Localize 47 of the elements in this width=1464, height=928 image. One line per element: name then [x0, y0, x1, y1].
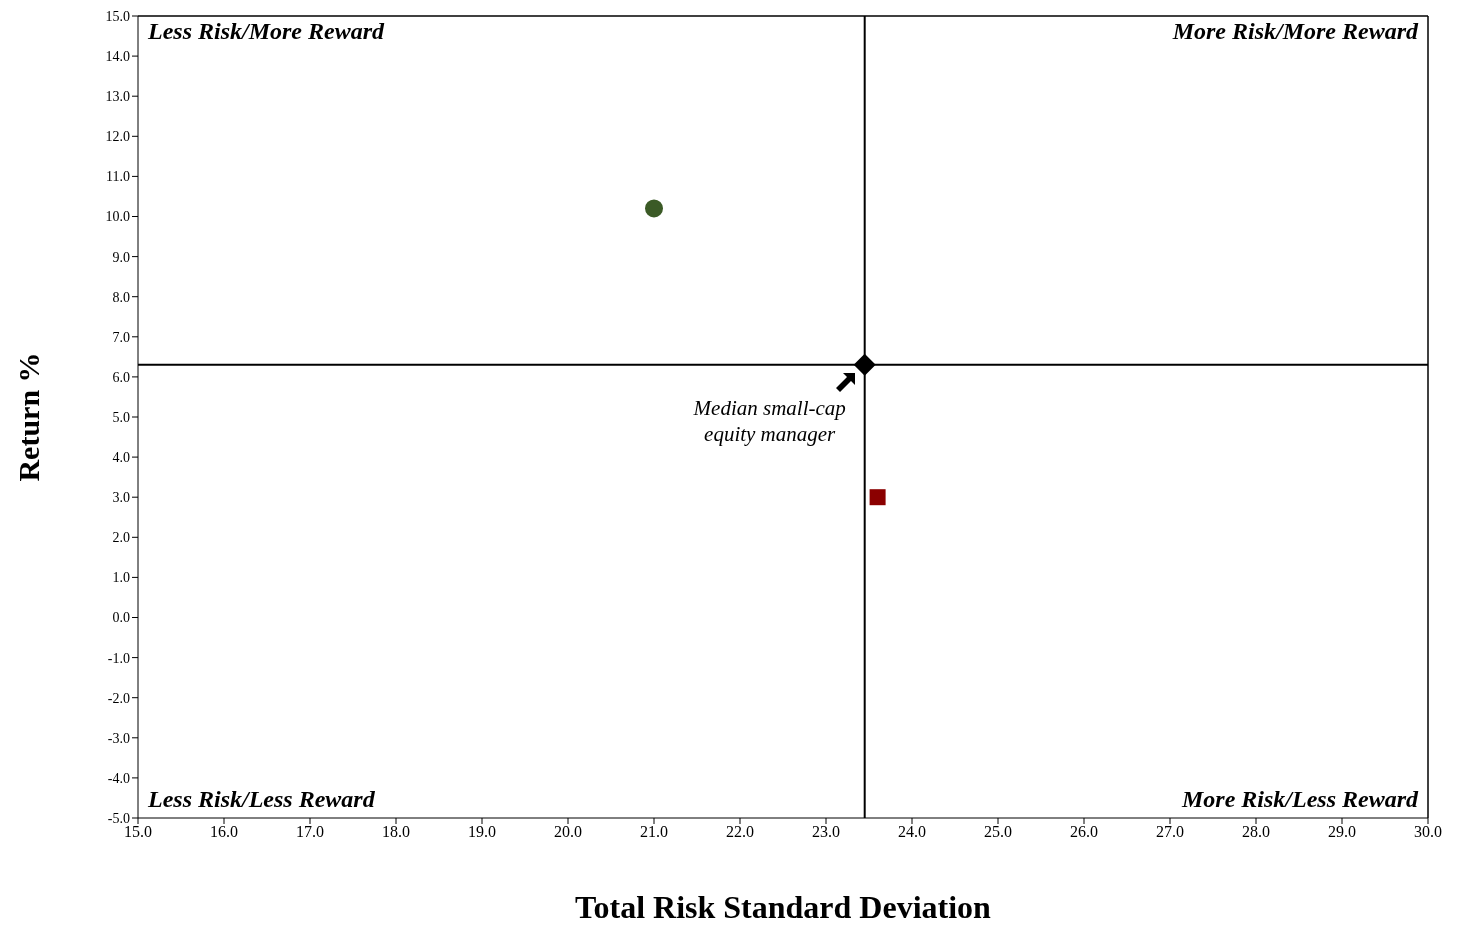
y-tick-label: 13.0	[105, 89, 130, 105]
y-tick-label: 8.0	[112, 289, 130, 305]
point	[853, 353, 876, 376]
y-tick-label: 2.0	[112, 530, 130, 546]
x-tick-label: 29.0	[1328, 823, 1356, 841]
y-tick-label: 6.0	[112, 369, 130, 385]
y-tick-label: 12.0	[105, 129, 130, 145]
x-tick-label: 20.0	[554, 823, 582, 841]
x-tick-label: 28.0	[1242, 823, 1270, 841]
y-tick-label: -2.0	[107, 690, 130, 706]
annotation: More Risk/More Reward	[1171, 18, 1418, 45]
x-tick-label: 16.0	[210, 823, 238, 841]
y-tick-label: -3.0	[107, 730, 130, 746]
x-tick-label: 21.0	[640, 823, 668, 841]
y-tick-label: 7.0	[112, 329, 130, 345]
x-tick-label: 24.0	[898, 823, 926, 841]
y-tick-label: 14.0	[105, 49, 130, 65]
y-tick-label: 5.0	[112, 409, 130, 425]
x-tick-label: 17.0	[296, 823, 324, 841]
y-tick-label: 10.0	[105, 209, 130, 225]
y-tick-label: -5.0	[107, 810, 130, 826]
y-tick-label: 15.0	[105, 8, 130, 24]
y-tick-label: 11.0	[106, 169, 130, 185]
y-tick-label: 0.0	[112, 610, 130, 626]
annotation: Less Risk/Less Reward	[148, 786, 375, 813]
x-tick-label: 30.0	[1414, 823, 1442, 841]
x-tick-label: 15.0	[124, 823, 152, 841]
y-tick-label: 9.0	[112, 249, 130, 265]
x-tick-label: 26.0	[1070, 823, 1098, 841]
y-tick-label: 3.0	[112, 490, 130, 506]
point	[869, 489, 886, 506]
y-tick-label: 1.0	[112, 570, 130, 586]
annotation: More Risk/Less Reward	[1180, 786, 1418, 813]
y-tick-label: -4.0	[107, 770, 130, 786]
x-tick-label: 19.0	[468, 823, 496, 841]
x-tick-label: 18.0	[382, 823, 410, 841]
annotation: Median small-cap equity manager	[692, 394, 847, 447]
x-tick-label: 23.0	[812, 823, 840, 841]
x-tick-label: 27.0	[1156, 823, 1184, 841]
y-tick-label: 4.0	[112, 450, 130, 466]
x-axis-title: Total Risk Standard Deviation	[575, 889, 992, 925]
x-tick-label: 22.0	[726, 823, 754, 841]
y-tick-label: -1.0	[107, 650, 130, 666]
point	[645, 199, 663, 218]
annotation: Less Risk/More Reward	[148, 18, 385, 45]
x-tick-label: 25.0	[984, 823, 1012, 841]
y-axis-title: Return %	[11, 352, 45, 482]
